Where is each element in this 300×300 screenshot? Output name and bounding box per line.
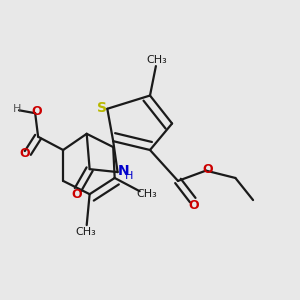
Text: O: O [31,105,42,118]
Text: N: N [118,164,129,178]
Text: O: O [19,147,30,160]
Text: CH₃: CH₃ [146,55,167,64]
Text: O: O [189,199,200,212]
Text: CH₃: CH₃ [76,226,97,237]
Text: O: O [202,163,213,176]
Text: O: O [71,188,82,201]
Text: H: H [12,104,21,114]
Text: CH₃: CH₃ [137,189,158,199]
Text: H: H [125,171,134,181]
Text: S: S [97,101,107,115]
